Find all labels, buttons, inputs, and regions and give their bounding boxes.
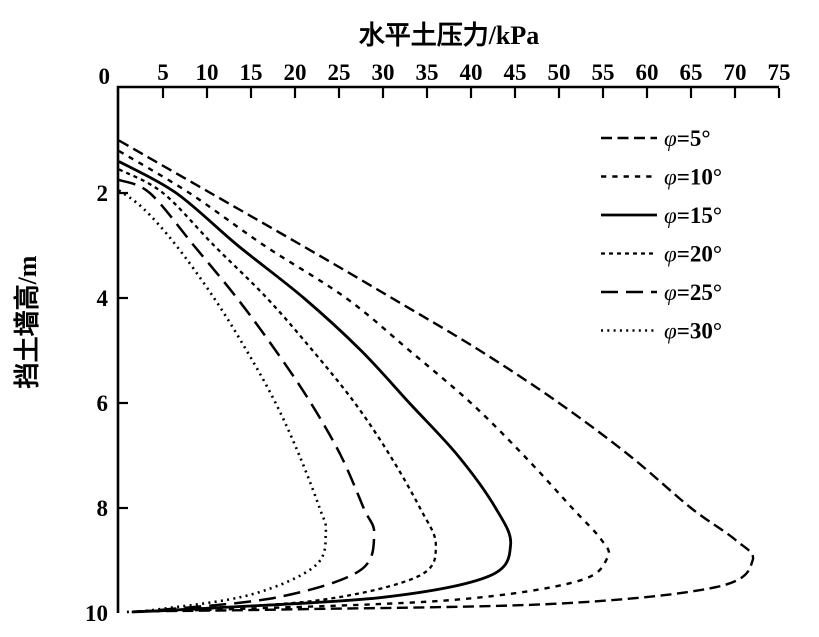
legend-label: φ=10°: [664, 165, 722, 190]
x-tick-label: 45: [504, 60, 527, 85]
legend-label: φ=25°: [664, 280, 722, 305]
x-tick-label: 60: [636, 60, 659, 85]
x-tick-label: 40: [460, 60, 483, 85]
axes-group: 5 10 15 20 25 30 35 40 45 50 55 60 65 70 75 0 2 4 6 8 10: [85, 60, 791, 626]
legend-item-phi-20: φ=20°: [601, 242, 722, 267]
legend-item-phi-15: φ=15°: [601, 203, 722, 228]
curve-phi-25: [118, 178, 376, 614]
x-tick-label: 20: [284, 60, 307, 85]
curve-phi-20: [118, 168, 437, 614]
chart-title: 水平土压力/kPa: [359, 21, 540, 50]
x-tick-label: 55: [592, 60, 615, 85]
y-tick-label: 4: [97, 286, 109, 311]
y-tick-label: 2: [97, 181, 109, 206]
y-tick-label: 6: [97, 391, 109, 416]
x-tick-label: 70: [724, 60, 747, 85]
axis-origin-label: 0: [99, 64, 111, 89]
x-tick-label: 50: [548, 60, 571, 85]
x-tick-label: 30: [372, 60, 395, 85]
y-tick-label: 8: [97, 496, 109, 521]
x-tick-label: 10: [196, 60, 219, 85]
x-tick-label: 5: [157, 60, 169, 85]
legend-item-phi-10: φ=10°: [601, 165, 722, 190]
legend-label: φ=20°: [664, 242, 722, 267]
x-tick-label: 65: [680, 60, 703, 85]
legend-item-phi-25: φ=25°: [601, 280, 722, 305]
axis-lines: [116, 85, 779, 613]
x-tick-label: 75: [768, 60, 791, 85]
legend-label: φ=30°: [664, 319, 722, 344]
x-tick-label: 35: [416, 60, 439, 85]
curve-phi-10: [118, 149, 611, 613]
x-tick-label: 15: [240, 60, 263, 85]
y-end-label: 10: [85, 601, 108, 626]
curve-phi-5: [118, 139, 755, 613]
curve-phi-30: [118, 189, 328, 614]
x-tick-label: 25: [328, 60, 351, 85]
curves-group: [118, 139, 755, 614]
legend-label: φ=15°: [664, 203, 722, 228]
legend-label: φ=5°: [664, 126, 711, 151]
curve-phi-15: [118, 160, 513, 614]
legend-item-phi-5: φ=5°: [601, 126, 711, 151]
legend-item-phi-30: φ=30°: [601, 319, 722, 344]
legend-group: φ=5° φ=10° φ=15° φ=20° φ=25° φ=30°: [601, 126, 722, 344]
y-axis-title: 挡土墙高/m: [12, 255, 42, 388]
